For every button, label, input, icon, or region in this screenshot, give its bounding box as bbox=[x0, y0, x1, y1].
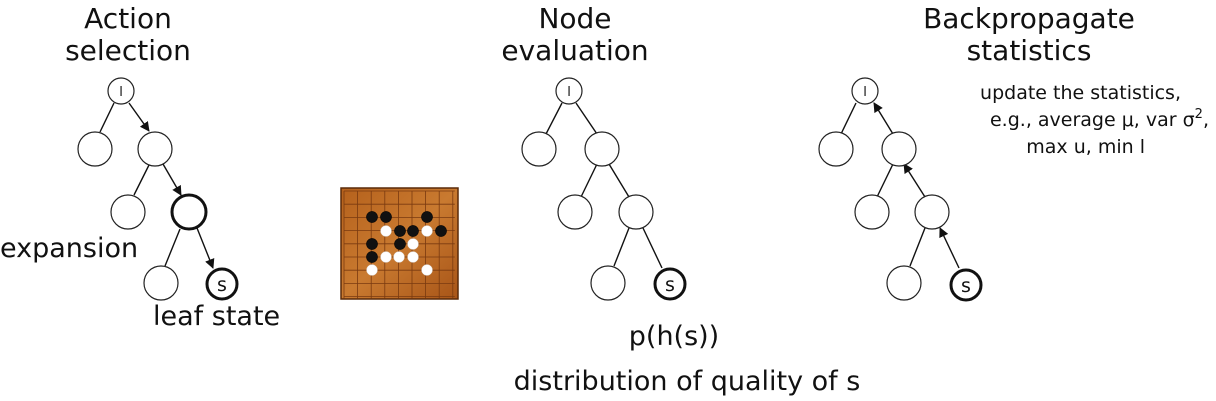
backprop-title-line2: statistics bbox=[967, 34, 1092, 67]
edge bbox=[608, 163, 630, 198]
black-stone bbox=[366, 211, 378, 223]
black-stone bbox=[421, 211, 433, 223]
go-board-image bbox=[340, 187, 459, 300]
root-node bbox=[555, 77, 583, 105]
leaf-node-letter: s bbox=[961, 275, 971, 297]
evaluation-formula: p(h(s)) bbox=[629, 321, 719, 352]
panel-backpropagate: Backpropagate statistics update the stat… bbox=[818, 2, 1209, 302]
backprop-note-line1: update the statistics, bbox=[980, 82, 1181, 104]
edge bbox=[613, 227, 630, 267]
expansion-node bbox=[170, 193, 208, 231]
backprop-note-line3: max u, min l bbox=[1026, 136, 1145, 158]
expansion-label: expansion bbox=[0, 233, 138, 264]
evaluation-title-line2: evaluation bbox=[501, 34, 648, 67]
black-stone bbox=[366, 251, 378, 263]
panel-node-evaluation: Node evaluation l s p(h(s)) distribution… bbox=[501, 2, 860, 397]
tree-node bbox=[521, 131, 557, 167]
black-stone bbox=[435, 225, 447, 237]
leaf-state-node bbox=[949, 268, 983, 302]
edge-bold-left bbox=[164, 228, 181, 267]
leaf-state-label: leaf state bbox=[153, 301, 280, 332]
root-node-letter: l bbox=[567, 85, 571, 100]
tree-node bbox=[77, 131, 113, 167]
white-stone bbox=[380, 225, 392, 237]
tree-node bbox=[886, 265, 922, 301]
edge bbox=[909, 227, 926, 267]
tree-node bbox=[557, 194, 593, 230]
root-node bbox=[851, 77, 879, 105]
white-stone bbox=[366, 264, 378, 276]
selection-title-line1: Action bbox=[84, 2, 172, 35]
edge-bold-right-arrow bbox=[196, 227, 215, 269]
leaf-state-node bbox=[653, 267, 687, 301]
edge bbox=[876, 163, 894, 198]
edge bbox=[545, 102, 563, 135]
backprop-note-line2-sup: 2 bbox=[1195, 107, 1203, 122]
tree-node bbox=[618, 194, 654, 230]
leaf-node-letter: s bbox=[665, 274, 675, 296]
tree-node bbox=[881, 131, 917, 167]
tree-node bbox=[590, 265, 626, 301]
tree-node bbox=[818, 131, 854, 167]
white-stone bbox=[393, 251, 405, 263]
black-stone bbox=[394, 238, 406, 250]
white-stone bbox=[407, 238, 419, 250]
edge-mid-right-arrow bbox=[162, 163, 182, 196]
tree-node bbox=[137, 131, 173, 167]
evaluation-caption: distribution of quality of s bbox=[514, 366, 861, 397]
root-node bbox=[107, 77, 135, 105]
edge bbox=[580, 163, 598, 198]
tree-node bbox=[110, 194, 146, 230]
edge bbox=[642, 227, 663, 269]
backprop-title-line1: Backpropagate bbox=[923, 2, 1135, 35]
white-stone bbox=[380, 251, 392, 263]
edge-root-left bbox=[99, 102, 115, 133]
black-stone bbox=[407, 225, 419, 237]
black-stone bbox=[394, 225, 406, 237]
edge-backprop-arrow bbox=[903, 163, 926, 198]
edge-mid-left bbox=[133, 164, 150, 196]
tree-node bbox=[584, 131, 620, 167]
tree-node bbox=[143, 265, 179, 301]
leaf-state-node bbox=[205, 267, 239, 301]
edge-root-right-arrow bbox=[128, 102, 150, 132]
leaf-node-letter: s bbox=[217, 274, 227, 296]
black-stone bbox=[366, 238, 378, 250]
board-stones bbox=[366, 211, 447, 276]
evaluation-title-line1: Node bbox=[538, 2, 611, 35]
white-stone bbox=[421, 264, 433, 276]
tree-node bbox=[914, 194, 950, 230]
edge bbox=[840, 102, 857, 135]
panel-action-selection: Action selection l s expansion leaf stat… bbox=[0, 2, 280, 332]
white-stone bbox=[421, 225, 433, 237]
root-node-letter: l bbox=[119, 85, 123, 100]
edge-backprop-arrow bbox=[873, 102, 894, 135]
black-stone bbox=[380, 211, 392, 223]
backprop-note-line2-prefix: e.g., average μ, var σ bbox=[990, 109, 1195, 131]
white-stone bbox=[407, 251, 419, 263]
edge-backprop-arrow bbox=[939, 227, 960, 269]
selection-title-line2: selection bbox=[65, 34, 191, 67]
root-node-letter: l bbox=[863, 85, 867, 100]
backprop-note-line2-suffix: , bbox=[1203, 109, 1209, 131]
tree-node bbox=[854, 194, 890, 230]
edge bbox=[575, 102, 598, 135]
backprop-note-line2: e.g., average μ, var σ2, bbox=[990, 107, 1209, 131]
